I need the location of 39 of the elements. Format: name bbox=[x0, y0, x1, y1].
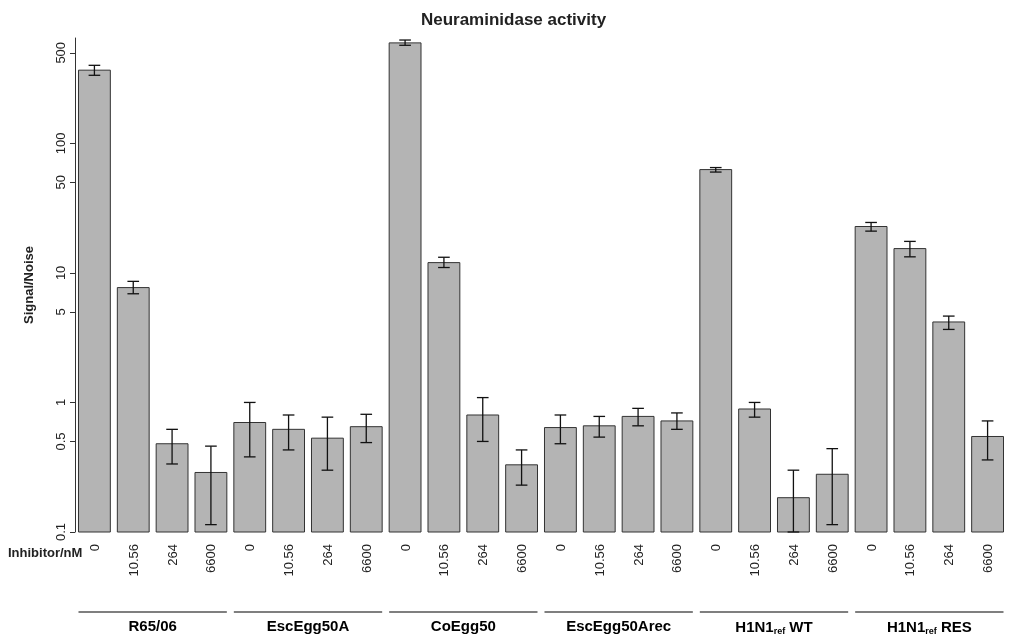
x-tick-label: 264 bbox=[941, 544, 957, 566]
chart-title: Neuraminidase activity bbox=[420, 10, 607, 29]
x-tick-label: 0 bbox=[552, 544, 568, 552]
x-tick-label: 264 bbox=[630, 544, 646, 566]
x-tick-label: 10.56 bbox=[281, 544, 297, 577]
y-axis-title: Signal/Noise bbox=[21, 245, 36, 325]
x-tick-label: 0 bbox=[863, 544, 879, 552]
x-tick-label: 6600 bbox=[514, 544, 530, 573]
x-tick-label: 10.56 bbox=[747, 544, 763, 577]
text: EscEgg50A bbox=[266, 617, 350, 634]
x-tick-label: 264 bbox=[164, 544, 180, 566]
x-tick-label: 0 bbox=[86, 544, 102, 552]
x-tick-label: 10.56 bbox=[125, 544, 141, 577]
x-tick-label: 6600 bbox=[824, 544, 840, 573]
y-tick-label: 1 bbox=[53, 398, 68, 407]
x-tick-label: 10.56 bbox=[436, 544, 452, 577]
y-tick-label: 5 bbox=[53, 308, 68, 316]
x-tick-label: 6600 bbox=[669, 544, 685, 573]
x-tick-label: 6600 bbox=[980, 544, 996, 573]
x-tick-label: 0 bbox=[242, 544, 258, 552]
x-tick-label: 264 bbox=[785, 544, 801, 566]
y-tick-label: 10 bbox=[53, 265, 68, 281]
x-tick-label: 10.56 bbox=[902, 544, 918, 577]
x-tick-label: 6600 bbox=[203, 544, 219, 573]
x-tick-label: 264 bbox=[319, 544, 335, 566]
y-tick-label: 100 bbox=[53, 132, 68, 155]
y-tick-label: 500 bbox=[53, 41, 68, 64]
y-tick-label: 0.1 bbox=[53, 522, 68, 542]
text: CoEgg50 bbox=[430, 617, 496, 634]
text: R65/06 bbox=[128, 617, 177, 634]
x-tick-label: 6600 bbox=[358, 544, 374, 573]
text: EscEgg50Arec bbox=[566, 617, 672, 634]
y-tick-label: 50 bbox=[53, 175, 68, 190]
x-axis-title: Inhibitor/nM bbox=[8, 545, 83, 560]
x-tick-label: 10.56 bbox=[591, 544, 607, 577]
x-tick-label: 0 bbox=[708, 544, 724, 552]
x-tick-label: 264 bbox=[475, 544, 491, 566]
y-tick-label: 0.5 bbox=[53, 432, 68, 451]
x-tick-label: 0 bbox=[397, 544, 413, 552]
